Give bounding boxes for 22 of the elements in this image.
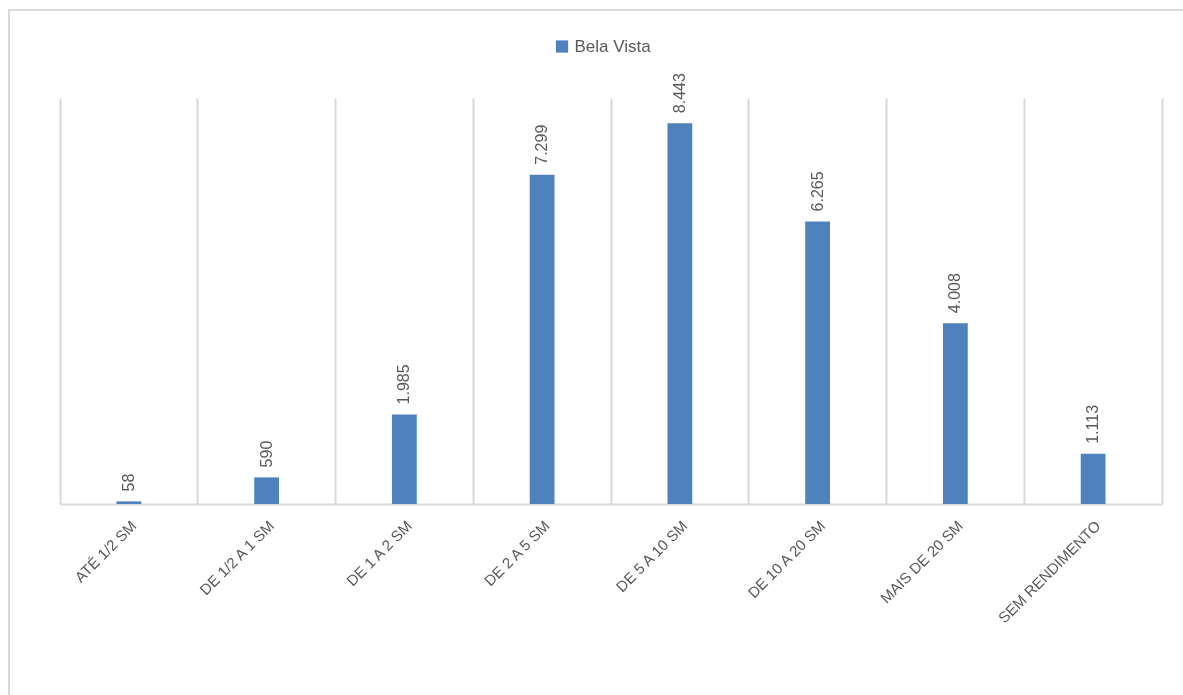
bar	[529, 174, 555, 504]
bar	[805, 221, 831, 504]
data-label: 4.008	[946, 273, 964, 314]
bar	[1080, 453, 1106, 504]
bar	[116, 501, 142, 504]
data-label: 7.299	[533, 124, 551, 165]
data-label: 1.113	[1084, 404, 1102, 444]
legend-label: Bela Vista	[574, 36, 652, 56]
data-label: 8.443	[670, 72, 688, 114]
x-tick-label: DE 5 A 10 SM	[612, 517, 691, 596]
data-label: 1.985	[395, 364, 413, 405]
bar	[254, 477, 280, 504]
bar	[942, 323, 968, 504]
x-tick-label: DE 1/2 A 1 SM	[196, 517, 278, 599]
bar	[667, 123, 693, 504]
data-label: 6.265	[808, 171, 826, 212]
x-tick-label: DE 2 A 5 SM	[480, 517, 553, 590]
bar	[391, 414, 417, 504]
data-label: 58	[119, 473, 137, 492]
data-label: 590	[257, 440, 275, 468]
x-tick-label: DE 1 A 2 SM	[342, 517, 415, 590]
x-tick-label: DE 10 A 20 SM	[744, 517, 829, 602]
